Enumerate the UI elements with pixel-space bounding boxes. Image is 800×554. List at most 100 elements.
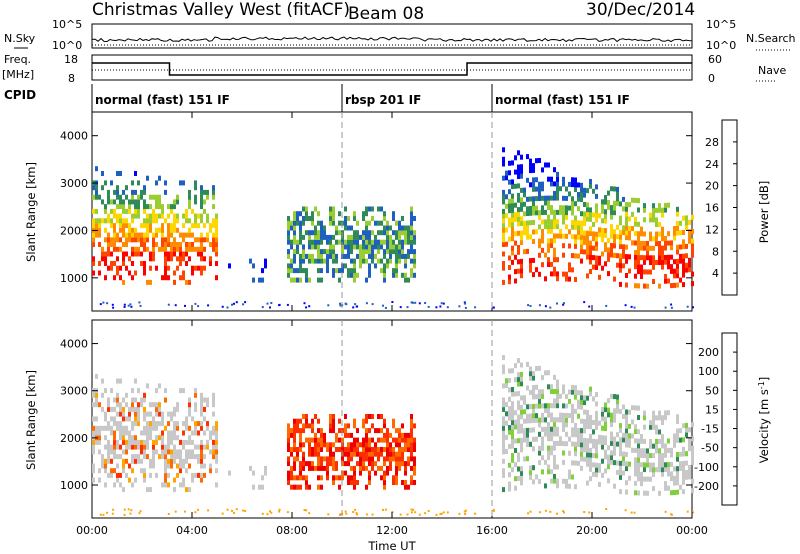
velocity-echo-cell [155,472,158,478]
power-echo-cell [502,161,505,167]
velocity-echo-cell [182,458,185,464]
velocity-echo-cell [161,435,164,441]
power-echo-cell [155,242,158,247]
power-echo-cell [571,177,574,183]
power-echo-cell [637,250,640,256]
velocity-echo-cell [622,461,625,467]
velocity-echo-cell [365,451,368,457]
velocity-echo-cell [547,445,550,451]
velocity-echo-cell [523,428,526,434]
power-echo-cell [604,195,607,200]
velocity-echo-cell [589,447,592,453]
velocity-echo-cell [215,439,218,445]
power-echo-cell [580,249,583,255]
velocity-echo-cell [631,433,634,439]
velocity-echo-cell [326,465,329,471]
velocity-echo-cell [646,448,649,454]
power-echo-cell [628,254,631,260]
velocity-echo-cell [200,472,203,478]
beam-title: Beam 08 [348,4,424,24]
power-echo-cell [664,207,667,213]
power-echo-cell [365,234,368,240]
velocity-echo-cell [541,393,544,399]
power-echo-cell [661,264,664,270]
velocity-echo-cell [505,420,508,426]
velocity-echo-cell [143,454,146,460]
power-echo-cell [155,194,158,200]
power-echo-cell [535,158,538,164]
velocity-echo-cell [526,442,529,448]
velocity-echo-cell [502,430,505,436]
velocity-echo-cell [577,437,580,443]
power-echo-cell [203,189,206,195]
power-echo-cell [314,244,317,250]
power-echo-cell [547,238,550,244]
power-echo-cell [389,239,392,245]
power-echo-cell [215,218,218,224]
power-echo-cell [209,223,212,229]
power-echo-cell [329,253,332,259]
power-echo-cell [541,229,544,234]
power-echo-cell [619,239,622,245]
velocity-echo-cell [143,444,146,450]
velocity-echo-cell [143,416,146,422]
velocity-echo-cell [526,404,529,410]
power-echo-cell [604,261,607,267]
velocity-echo-cell [329,418,332,424]
velocity-echo-cell [667,485,670,491]
power-echo-cell [365,249,368,255]
power-echo-cell [332,249,335,255]
velocity-echo-cell [371,451,374,457]
colorbar-tick-label: -15 [701,423,719,436]
velocity-echo-cell [610,440,613,446]
power-echo-cell [544,224,547,230]
velocity-echo-cell [200,425,203,431]
power-echo-cell [404,253,407,259]
velocity-echo-cell [212,411,215,417]
velocity-speck [464,509,467,512]
power-echo-cell [676,221,679,226]
y-tick-label: 1000 [60,272,88,285]
power-echo-cell [395,234,398,240]
velocity-echo-cell [110,449,113,455]
velocity-echo-cell [646,457,649,463]
velocity-speck [207,509,210,512]
power-echo-cell [586,249,589,255]
velocity-echo-cell [562,478,565,484]
velocity-echo-cell [395,461,398,467]
velocity-echo-cell [371,414,374,419]
power-echo-cell [553,224,556,229]
velocity-echo-cell [562,459,565,465]
velocity-echo-cell [320,437,323,443]
velocity-echo-cell [185,425,188,431]
power-echo-cell [616,262,619,268]
colorbar-frame [721,332,738,506]
power-echo-cell [386,244,389,250]
velocity-echo-cell [164,477,167,483]
power-echo-cell [95,223,98,229]
power-echo-cell [595,236,598,242]
velocity-echo-cell [137,454,140,460]
velocity-echo-cell [167,435,170,441]
velocity-echo-cell [332,461,335,467]
velocity-echo-cell [293,475,296,481]
velocity-echo-cell [308,423,311,429]
velocity-echo-cell [502,355,505,361]
power-echo-cell [556,224,559,230]
velocity-echo-cell [356,442,359,448]
power-echo-cell [116,265,119,271]
velocity-echo-cell [637,462,640,468]
power-echo-cell [194,246,197,252]
velocity-echo-cell [508,443,511,449]
power-echo-cell [505,203,508,209]
velocity-echo-cell [526,456,529,462]
velocity-echo-cell [362,447,365,452]
velocity-echo-cell [619,427,622,433]
freq-line [92,62,692,76]
velocity-echo-cell [634,447,637,453]
velocity-echo-cell [206,402,209,408]
power-echo-cell [92,218,95,224]
x-tick-label: 00:00 [76,524,108,537]
power-echo-cell [622,230,625,236]
power-echo-cell [541,186,544,192]
